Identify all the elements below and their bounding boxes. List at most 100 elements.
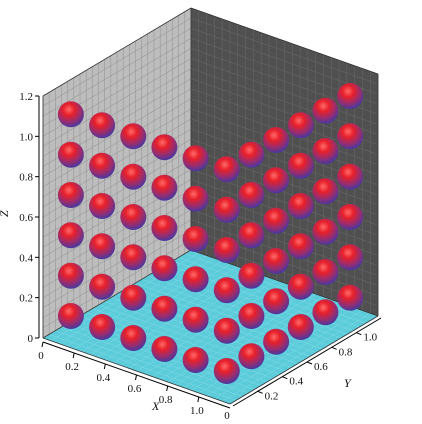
z-axis-label: Z — [0, 210, 11, 217]
sphere-point — [182, 266, 209, 293]
z-tick-label: 1.0 — [19, 131, 33, 143]
sphere-point — [238, 182, 265, 208]
sphere-point — [287, 233, 314, 260]
y-tick — [306, 361, 313, 365]
sphere-point — [213, 237, 240, 263]
sphere-point — [312, 218, 339, 245]
x-tick — [103, 363, 106, 370]
sphere-point — [89, 152, 116, 179]
sphere-point — [263, 328, 290, 355]
sphere-point — [287, 314, 314, 340]
sphere-point — [120, 163, 147, 190]
sphere-point — [89, 112, 116, 139]
y-tick-label: 0.2 — [265, 390, 279, 402]
x-axis-label: X — [151, 399, 160, 413]
sphere-point — [263, 288, 290, 315]
z-tick-label: 0.6 — [19, 212, 33, 224]
sphere-point — [151, 255, 178, 282]
y-tick-label: 0.6 — [314, 361, 328, 373]
sphere-point — [312, 178, 339, 205]
sphere-point — [263, 248, 290, 274]
x-tick-label: 1.0 — [190, 405, 204, 417]
sphere-point — [238, 262, 265, 289]
sphere-point — [312, 138, 339, 164]
x-tick — [41, 341, 44, 348]
x-tick-label: 0 — [38, 350, 44, 362]
sphere-point — [182, 226, 209, 252]
x-tick — [72, 352, 75, 359]
sphere-point — [57, 303, 84, 329]
sphere-point — [238, 222, 265, 249]
sphere-point — [238, 343, 265, 370]
grid-line — [42, 17, 192, 107]
z-tick-label: 0.4 — [19, 252, 33, 264]
y-tick-label: 0.4 — [289, 376, 303, 388]
z-tick-label: 0.8 — [19, 172, 33, 184]
sphere-point — [89, 314, 116, 340]
sphere-point — [182, 306, 209, 333]
points-group — [57, 83, 364, 384]
y-tick — [356, 332, 362, 336]
sphere-point — [287, 273, 314, 300]
sphere-point — [120, 244, 147, 271]
sphere-point — [312, 259, 339, 285]
z-tick-label: 1.2 — [19, 91, 33, 103]
z-tick-label: 0 — [28, 333, 34, 345]
y-tick — [331, 346, 337, 350]
grid-line — [222, 313, 371, 402]
y-axis-label: Y — [344, 376, 352, 390]
sphere-point — [182, 145, 209, 172]
sphere-point — [337, 163, 364, 190]
sphere-point — [337, 123, 364, 150]
sphere-point — [57, 222, 84, 249]
grid-line — [190, 17, 379, 85]
sphere-point — [89, 233, 116, 260]
x-tick — [197, 396, 200, 403]
sphere-point — [213, 358, 240, 384]
sphere-point — [57, 182, 84, 208]
sphere-point — [337, 284, 364, 311]
grid-line — [190, 27, 379, 95]
x-tick — [166, 385, 169, 392]
sphere-point — [57, 262, 84, 289]
sphere-point — [151, 174, 178, 201]
sphere-point — [213, 156, 240, 183]
sphere-point — [337, 83, 364, 109]
sphere-point — [57, 141, 84, 168]
sphere-point — [151, 215, 178, 241]
sphere-point — [182, 185, 209, 212]
sphere-point — [263, 127, 290, 153]
sphere-point — [213, 196, 240, 223]
sphere-point — [151, 134, 178, 161]
pane-edge — [42, 7, 192, 97]
sphere-point — [312, 299, 339, 326]
x-tick-label: 0.6 — [128, 383, 142, 395]
z-tick-label: 0.2 — [19, 293, 33, 305]
x-tick — [135, 374, 137, 381]
sphere-point — [120, 325, 147, 351]
sphere-point — [120, 123, 147, 150]
y-tick-label: 0.8 — [339, 346, 353, 358]
sphere-point — [151, 295, 178, 322]
sphere-point — [263, 207, 290, 234]
pane-edge — [190, 7, 379, 75]
grid-line — [42, 27, 192, 117]
y-tick-label: 0 — [224, 410, 230, 422]
pane-edge — [229, 315, 379, 405]
sphere-point — [337, 244, 364, 271]
sphere-point — [263, 167, 290, 194]
x-tick-label: 0.8 — [159, 394, 173, 406]
sphere-point — [151, 336, 178, 362]
sphere-point — [89, 193, 116, 219]
sphere-point — [238, 303, 265, 329]
sphere-point — [287, 152, 314, 179]
sphere-point — [213, 317, 240, 344]
x-tick-label: 0.4 — [96, 372, 110, 384]
sphere-point — [213, 277, 240, 304]
grid-line — [214, 310, 363, 399]
sphere-point — [337, 204, 364, 230]
sphere-point — [312, 97, 339, 124]
sphere-point — [182, 347, 209, 373]
grid-line — [184, 253, 372, 320]
